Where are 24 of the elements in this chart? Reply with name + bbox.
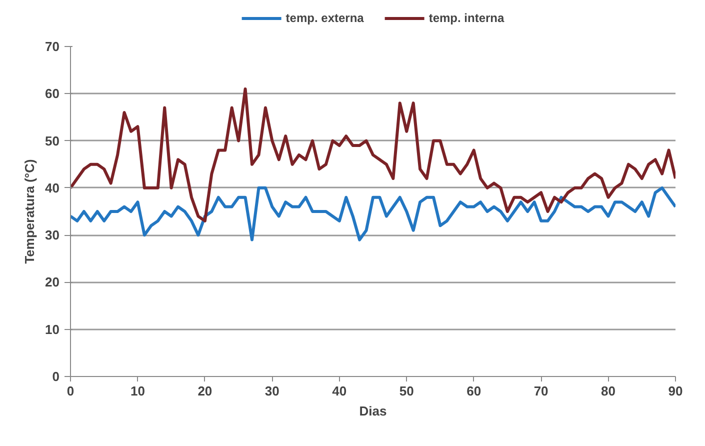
x-tick-label: 50 xyxy=(399,384,414,398)
x-tick-label: 60 xyxy=(466,384,482,398)
x-tick-label: 80 xyxy=(601,384,616,398)
x-tick-label: 30 xyxy=(264,384,280,398)
y-tick-label: 0 xyxy=(52,369,60,384)
legend-label: temp. interna xyxy=(428,11,504,25)
line-series xyxy=(70,186,676,242)
y-tick-label: 20 xyxy=(45,274,60,290)
line-series xyxy=(70,87,676,222)
x-tick-label: 70 xyxy=(534,384,548,398)
y-tick-label: 30 xyxy=(45,228,60,243)
y-tick-label: 70 xyxy=(45,39,60,54)
y-tick-label: 60 xyxy=(45,86,60,102)
x-axis-title: Dias xyxy=(359,404,387,418)
x-tick-label: 0 xyxy=(66,384,74,398)
y-axis-title: Temperatura (°C) xyxy=(22,159,38,264)
x-tick-label: 90 xyxy=(668,384,683,398)
x-tick-label: 10 xyxy=(130,384,145,398)
y-tick-label: 50 xyxy=(45,133,60,148)
x-tick-label: 20 xyxy=(198,384,212,398)
x-tick-label: 40 xyxy=(332,384,347,398)
y-tick-label: 10 xyxy=(45,322,60,337)
legend-label: temp. externa xyxy=(286,11,364,25)
y-tick-label: 40 xyxy=(45,180,60,196)
